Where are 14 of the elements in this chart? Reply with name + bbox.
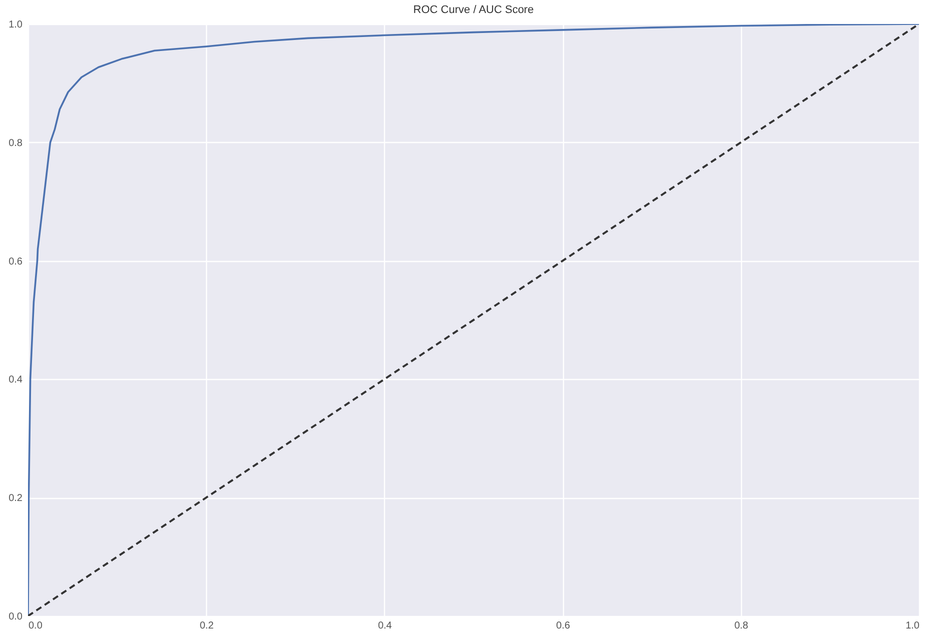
y-tick-label: 0.4 xyxy=(8,374,23,386)
y-tick-label: 0.2 xyxy=(8,493,23,504)
y-tick-label: 0.6 xyxy=(8,256,23,268)
x-tick-label: 0.2 xyxy=(200,620,214,632)
chart-title: ROC Curve / AUC Score xyxy=(413,4,534,16)
x-tick-label: 0.8 xyxy=(734,620,749,632)
x-tick-label: 0.0 xyxy=(28,620,43,632)
y-tick-label: 0.8 xyxy=(8,138,23,149)
y-tick-label: 1.0 xyxy=(8,20,23,30)
x-tick-label: 0.4 xyxy=(378,620,392,632)
line-series xyxy=(28,24,919,616)
x-tick-label: 1.0 xyxy=(906,620,920,632)
x-tick-label: 0.6 xyxy=(556,620,570,632)
y-tick-label: 0.0 xyxy=(8,612,23,622)
